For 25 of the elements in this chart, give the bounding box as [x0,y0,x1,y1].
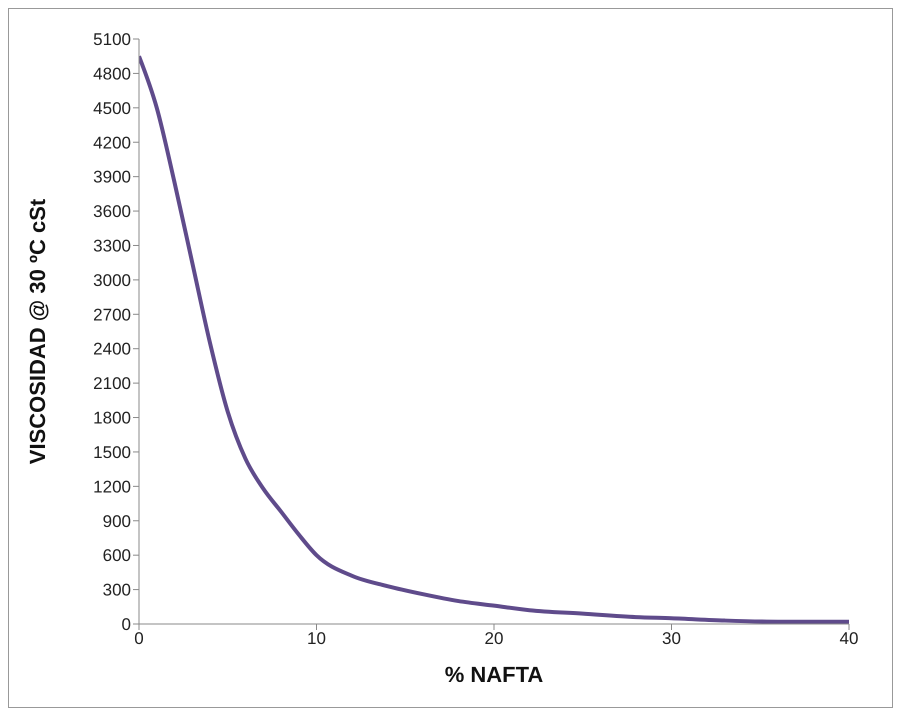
y-tick-label: 4500 [93,98,131,118]
y-tick-label: 5100 [93,30,131,50]
y-tick-label: 4200 [93,133,131,152]
y-tick-label: 4800 [93,64,131,84]
y-tick-label: 1500 [93,442,131,462]
y-tick-label: 900 [102,512,131,531]
x-tick-label: 10 [307,629,326,648]
y-tick-label: 600 [102,546,131,566]
y-tick-label: 2100 [93,374,131,394]
x-tick-label: 20 [484,629,504,648]
y-tick-label: 0 [122,615,131,634]
y-tick-label: 1200 [93,477,131,496]
y-tick-label: 3900 [93,168,131,187]
x-tick-label: 40 [840,629,858,648]
x-axis-title: % NAFTA [444,662,544,687]
y-tick-label: 2700 [93,305,131,324]
y-tick-label: 300 [102,580,131,600]
y-tick-label: 3300 [93,236,131,256]
y-tick-label: 3000 [93,270,131,290]
y-tick-label: 2400 [93,340,131,359]
x-tick-label: 0 [134,629,144,648]
y-axis-title: VISCOSIDAD @ 30 ºC cSt [24,198,50,464]
y-tick-label: 3600 [93,202,131,222]
x-tick-label: 30 [662,629,681,648]
y-tick-label: 1800 [93,408,131,428]
